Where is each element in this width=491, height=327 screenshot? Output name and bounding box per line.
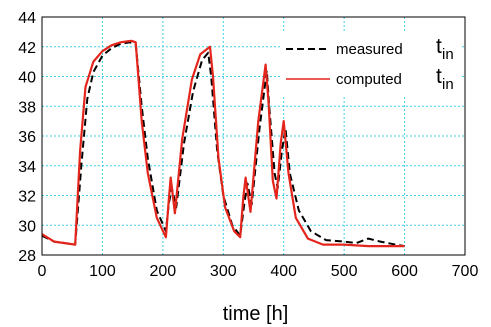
x-tick-label: 700 xyxy=(452,263,479,280)
y-tick-label: 40 xyxy=(18,70,36,87)
y-tick-label: 28 xyxy=(18,248,36,265)
x-tick-label: 500 xyxy=(331,263,358,280)
series-line-computed xyxy=(41,39,405,248)
y-tick-label: 36 xyxy=(18,129,36,146)
legend-symbol: t xyxy=(436,35,442,58)
legend-label-computed: computed xyxy=(336,71,402,88)
y-tick-label: 44 xyxy=(18,10,36,27)
x-tick-label: 200 xyxy=(150,263,177,280)
x-tick-label: 100 xyxy=(89,263,116,280)
x-axis-label: time [h] xyxy=(223,303,289,325)
y-tick-label: 38 xyxy=(18,99,36,116)
tick-labels: 0 100 200 300 400 500 600 700 28 30 32 34 36 38 40 42 44 xyxy=(18,10,478,280)
plot-frame xyxy=(41,16,466,256)
legend-background xyxy=(282,33,460,97)
x-tick-label: 0 xyxy=(38,263,47,280)
y-tick-label: 30 xyxy=(18,218,36,235)
series-layer xyxy=(41,39,405,248)
legend-subscript: in xyxy=(442,46,454,63)
y-tick-label: 32 xyxy=(18,189,36,206)
x-tick-label: 400 xyxy=(270,263,297,280)
y-tick-label: 34 xyxy=(18,159,36,176)
x-tick-label: 300 xyxy=(210,263,237,280)
legend-symbol: t xyxy=(436,65,442,88)
y-tick-label: 42 xyxy=(18,40,36,57)
x-tick-label: 600 xyxy=(391,263,418,280)
legend-label-measured: measured xyxy=(336,41,403,58)
legend-subscript: in xyxy=(442,76,454,93)
